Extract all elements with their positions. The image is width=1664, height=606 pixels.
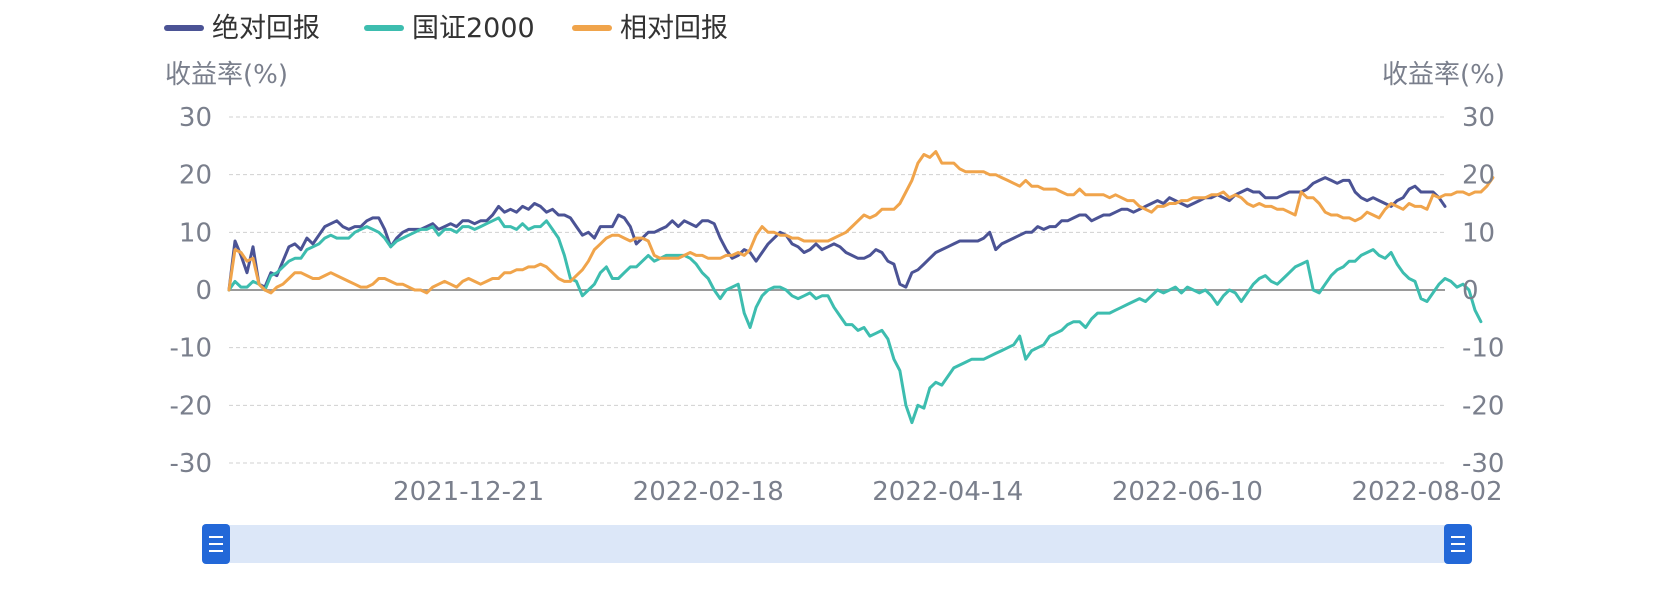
slider-handle-start[interactable] [202,524,230,564]
y-left-tick-label: 10 [179,218,212,248]
legend: 绝对回报 国证2000 相对回报 [164,13,728,44]
legend-item-1[interactable]: 绝对回报 [164,13,320,44]
x-tick-label: 2022-06-10 [1112,477,1263,507]
y-right-tick-label: 30 [1462,103,1495,133]
x-tick-label: 2022-08-02 [1351,477,1502,507]
y-left-tick-label: 30 [179,103,212,133]
data-zoom-slider[interactable] [202,524,1472,564]
legend-label: 相对回报 [620,13,728,44]
y-right-tick-label: 10 [1462,218,1495,248]
y-right-tick-label: 20 [1462,161,1495,191]
series-line-2 [227,216,1483,425]
x-tick-label: 2021-12-21 [393,477,544,507]
legend-label: 绝对回报 [212,13,320,44]
series-line-3 [227,150,1495,295]
y-right-tick-label: -30 [1462,449,1504,479]
series-layer [227,150,1495,425]
legend-label: 国证2000 [412,13,535,44]
y-right-tick-label: -20 [1462,391,1504,421]
y-left-axis-title: 收益率(%) [165,60,288,90]
legend-item-2[interactable]: 国证2000 [364,13,535,44]
y-left-tick-label: 20 [179,161,212,191]
x-tick-label: 2022-04-14 [872,477,1023,507]
slider-selection[interactable] [216,525,1458,563]
legend-item-3[interactable]: 相对回报 [572,13,728,44]
y-right-tick-label: 0 [1462,276,1479,306]
x-tick-label: 2022-02-18 [633,477,784,507]
series-line-1 [227,176,1447,292]
y-left-tick-label: -20 [170,391,212,421]
y-right-tick-label: -10 [1462,334,1504,364]
y-left-tick-label: -10 [170,334,212,364]
y-left-tick-label: -30 [170,449,212,479]
axis-layer: 30 20 10 0 -10 -20 -30 30 20 10 0 -10 -20 -30 收益率(%) 收益… [165,60,1505,507]
y-left-tick-label: 0 [195,276,212,306]
y-right-axis-title: 收益率(%) [1382,60,1505,90]
slider-handle-end[interactable] [1444,524,1472,564]
